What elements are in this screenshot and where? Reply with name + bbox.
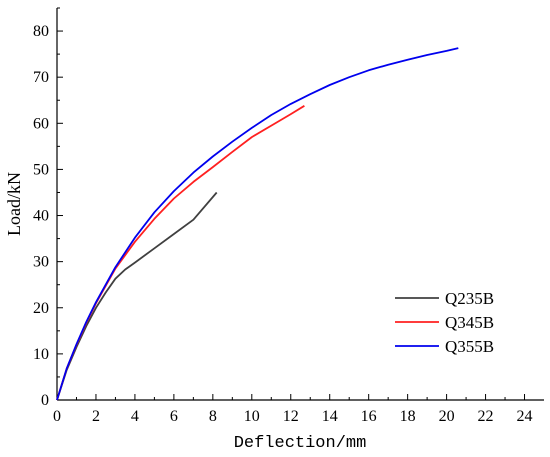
x-tick-label: 12 — [283, 408, 299, 425]
legend: Q235B Q345B Q355B — [395, 289, 494, 356]
legend-label-q355b: Q355B — [445, 337, 494, 356]
x-tick-label: 18 — [400, 408, 416, 425]
y-tick-label: 40 — [33, 208, 49, 225]
y-tick-label: 0 — [41, 392, 49, 409]
x-tick-label: 14 — [322, 408, 338, 425]
y-tick-label: 50 — [33, 161, 49, 178]
x-tick-label: 6 — [170, 408, 178, 425]
x-tick-label: 4 — [131, 408, 139, 425]
x-tick-label: 2 — [92, 408, 100, 425]
plot-frame — [56, 8, 544, 401]
y-tick-label: 80 — [33, 23, 49, 40]
x-tick-label: 10 — [244, 408, 260, 425]
y-tick-label: 30 — [33, 254, 49, 271]
x-axis-ticks: 0 2 4 6 8 10 12 14 16 18 20 22 24 — [53, 394, 533, 425]
y-axis-title: Load/kN — [4, 172, 24, 236]
x-tick-label: 8 — [209, 408, 217, 425]
y-tick-label: 20 — [33, 300, 49, 317]
legend-label-q235b: Q235B — [445, 289, 494, 308]
x-tick-label: 16 — [361, 408, 377, 425]
series-line-q235b — [56, 191, 218, 401]
x-tick-label: 20 — [439, 408, 455, 425]
x-tick-label: 0 — [53, 408, 61, 425]
x-axis-title: Deflection/mm — [234, 434, 367, 453]
y-tick-label: 60 — [33, 115, 49, 132]
x-tick-label: 22 — [478, 408, 494, 425]
series-line-q355b — [56, 47, 459, 401]
y-tick-label: 70 — [33, 69, 49, 86]
y-tick-label: 10 — [33, 346, 49, 363]
series-line-q345b — [56, 105, 305, 401]
y-axis-ticks: 0 10 20 30 40 50 60 70 80 — [33, 7, 63, 409]
x-tick-label: 24 — [517, 408, 533, 425]
legend-label-q345b: Q345B — [445, 313, 494, 332]
series-lines — [56, 47, 459, 401]
